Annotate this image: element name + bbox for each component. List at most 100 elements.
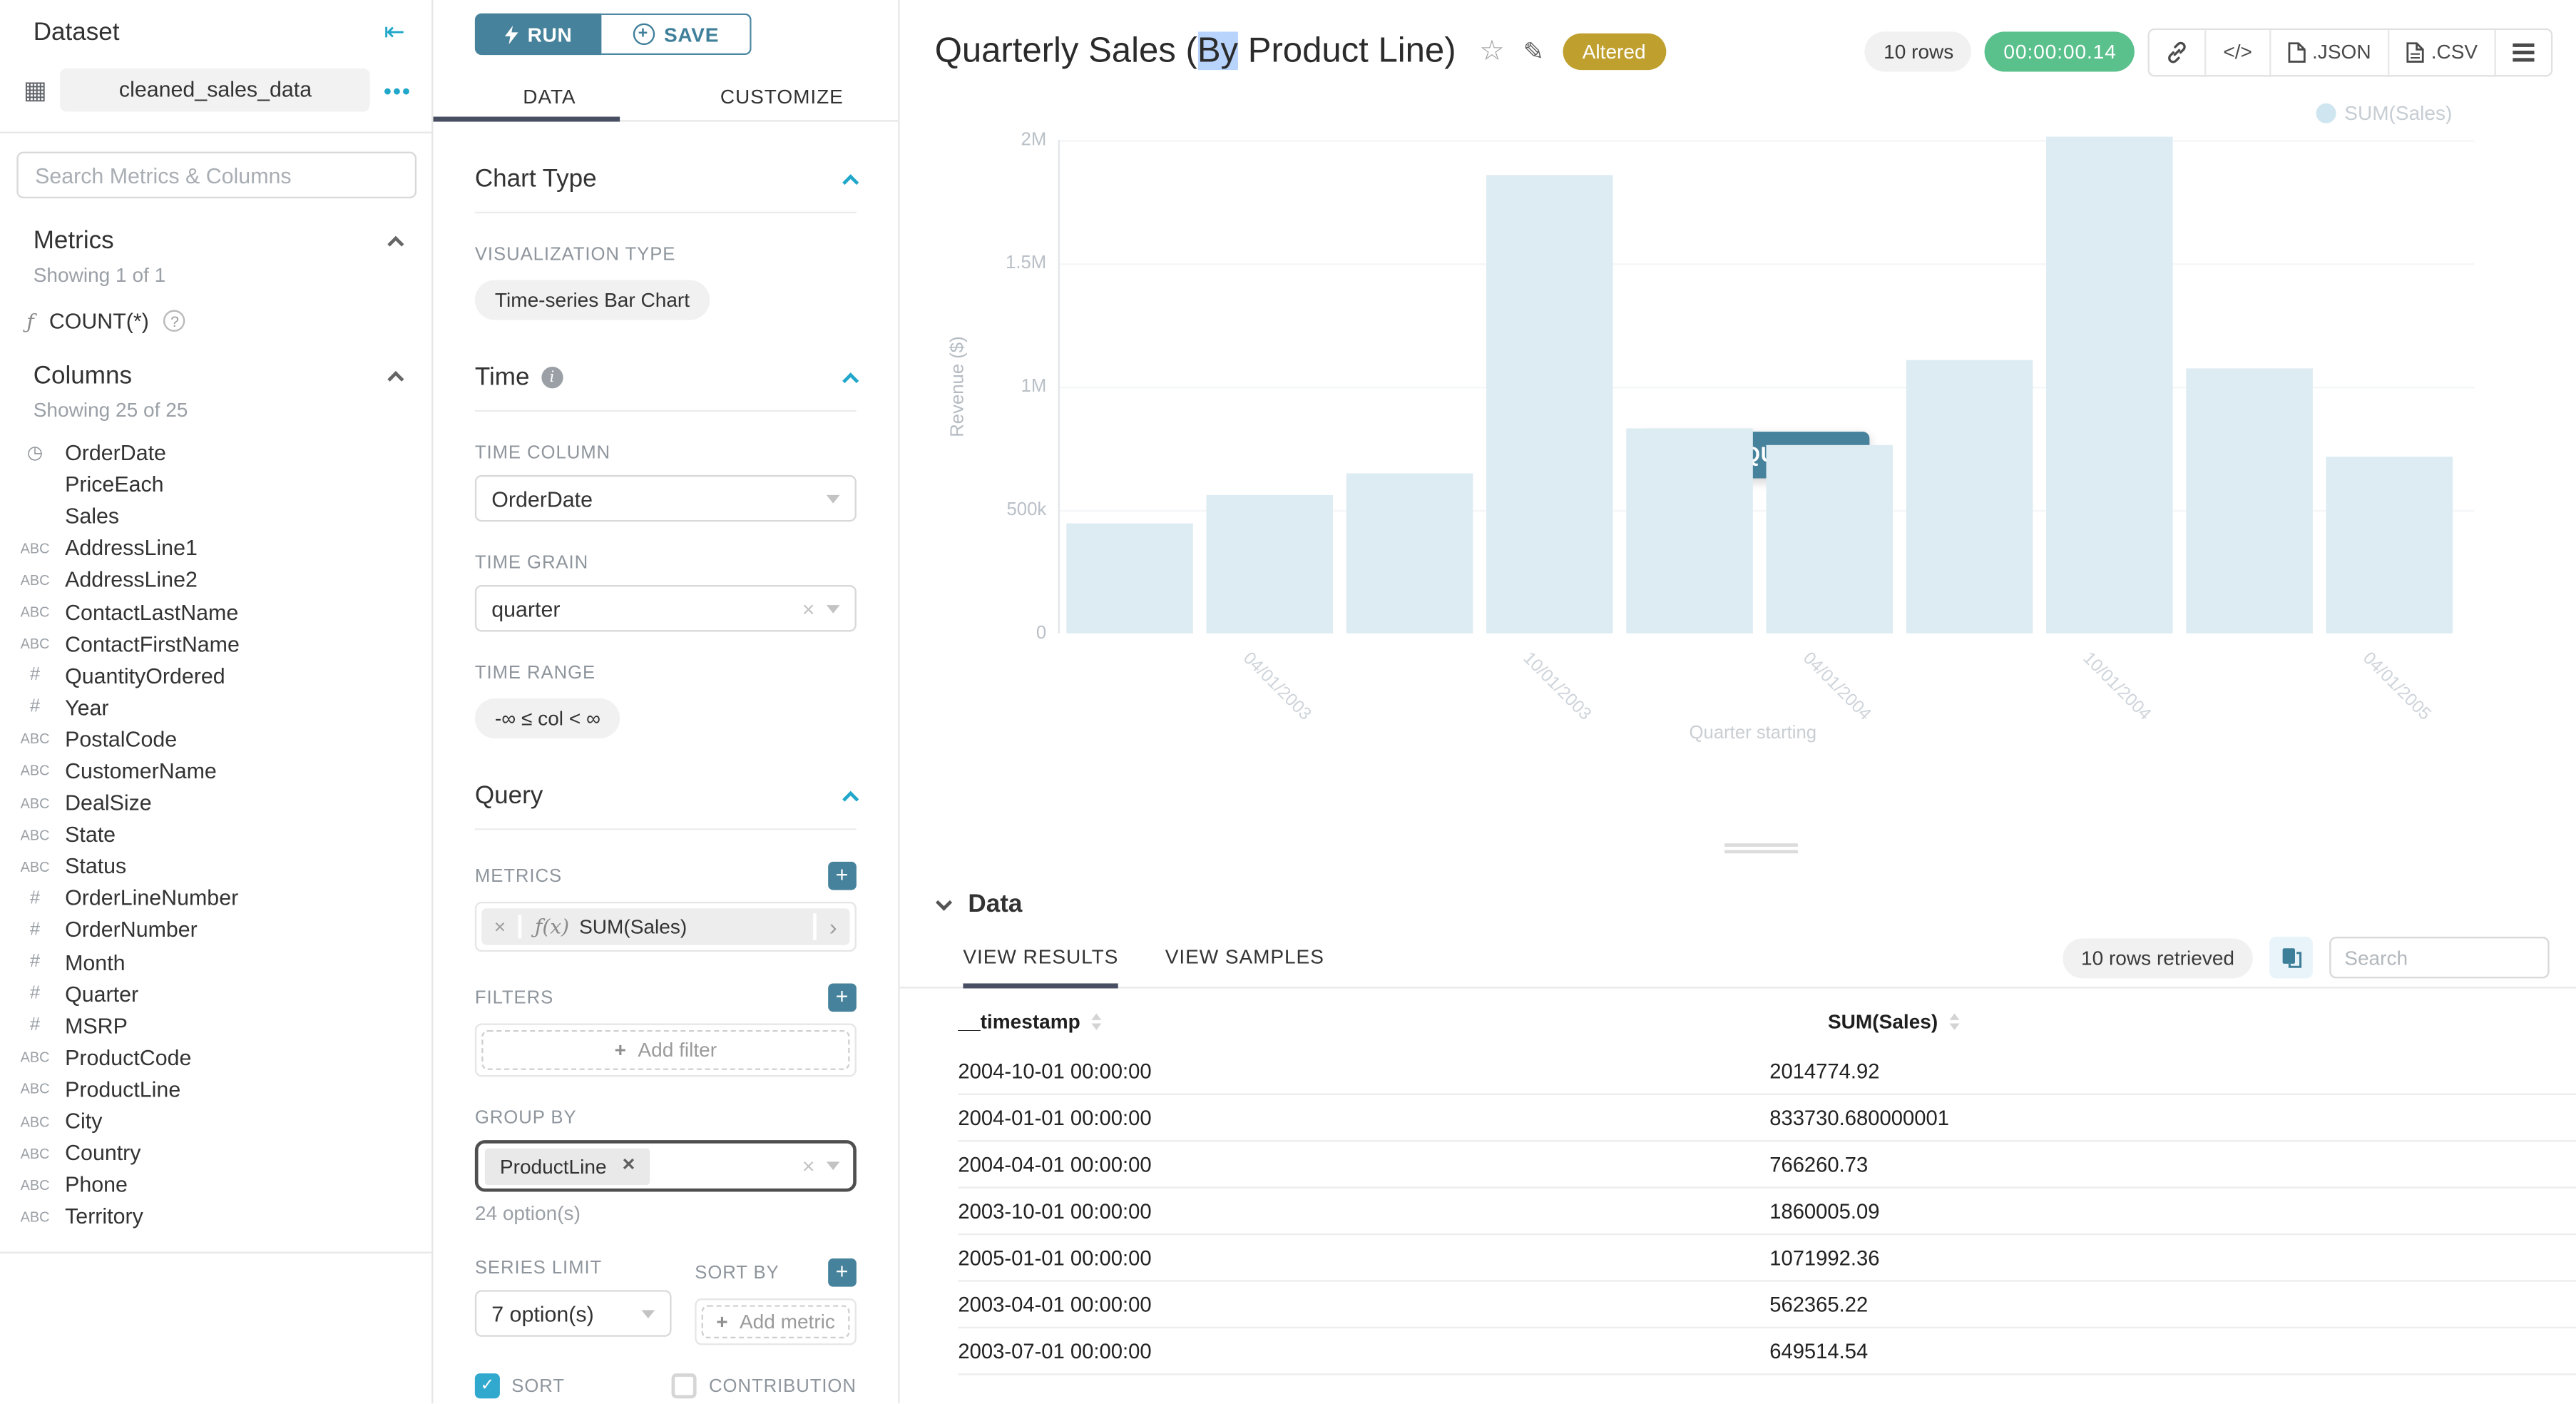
tab-view-results[interactable]: VIEW RESULTS bbox=[963, 945, 1119, 989]
run-button[interactable]: RUN bbox=[474, 13, 602, 56]
column-header-timestamp[interactable]: __timestamp bbox=[958, 1009, 1080, 1034]
column-item[interactable]: # OrderLineNumber bbox=[0, 882, 431, 915]
chevron-right-icon[interactable]: › bbox=[813, 913, 849, 940]
column-item[interactable]: # MSRP bbox=[0, 1009, 431, 1042]
group-by-label: GROUP BY bbox=[474, 1108, 577, 1129]
sort-icon[interactable] bbox=[1092, 1013, 1103, 1030]
chevron-up-icon[interactable] bbox=[387, 235, 404, 253]
link-icon bbox=[2168, 41, 2187, 63]
chevron-up-icon[interactable] bbox=[842, 174, 859, 191]
gridline bbox=[1059, 140, 2475, 142]
add-sort-metric-button[interactable]: + bbox=[828, 1258, 857, 1287]
dataset-panel-title: Dataset bbox=[33, 17, 120, 46]
column-item[interactable]: # Month bbox=[0, 946, 431, 978]
copy-data-button[interactable] bbox=[2269, 937, 2313, 979]
num-type-icon: # bbox=[29, 1015, 41, 1036]
bar bbox=[1206, 494, 1334, 634]
group-by-select[interactable]: ProductLine ✕ × bbox=[474, 1140, 857, 1192]
viz-type-label: VISUALIZATION TYPE bbox=[474, 245, 676, 265]
add-metric-button[interactable]: + bbox=[828, 861, 857, 890]
column-item[interactable]: ABC City bbox=[0, 1105, 431, 1137]
copy-link-button[interactable] bbox=[2150, 29, 2207, 74]
chevron-down-icon[interactable] bbox=[935, 894, 953, 911]
table-search-input[interactable] bbox=[2329, 937, 2550, 979]
tab-view-samples[interactable]: VIEW SAMPLES bbox=[1165, 945, 1324, 969]
collapse-panel-icon[interactable]: ⇤ bbox=[384, 18, 405, 47]
column-item[interactable]: ABC CustomerName bbox=[0, 755, 431, 787]
panel-resize-handle[interactable] bbox=[1724, 843, 1798, 857]
time-column-select[interactable]: OrderDate × bbox=[474, 474, 857, 522]
column-item[interactable]: Sales bbox=[0, 500, 431, 532]
chevron-up-icon[interactable] bbox=[387, 370, 404, 388]
contribution-label: CONTRIBUTION bbox=[709, 1376, 857, 1397]
column-item[interactable]: PriceEach bbox=[0, 469, 431, 501]
group-by-tag[interactable]: ProductLine ✕ bbox=[484, 1147, 651, 1184]
column-item[interactable]: ABC Territory bbox=[0, 1201, 431, 1233]
column-item[interactable]: ABC ProductCode bbox=[0, 1042, 431, 1074]
abc-type-icon: ABC bbox=[20, 635, 50, 652]
add-filter-dropzone[interactable]: + Add filter bbox=[481, 1029, 850, 1070]
add-filter-button[interactable]: + bbox=[828, 983, 857, 1012]
column-item[interactable]: # Quarter bbox=[0, 977, 431, 1009]
bar bbox=[2326, 456, 2453, 634]
dataset-options-icon[interactable]: ••• bbox=[384, 77, 412, 103]
time-range-label: TIME RANGE bbox=[474, 663, 596, 683]
column-item[interactable]: ABC State bbox=[0, 818, 431, 850]
chevron-up-icon[interactable] bbox=[842, 790, 859, 808]
metric-pill[interactable]: × ƒ(x) SUM(Sales) › bbox=[481, 908, 850, 945]
bar bbox=[1906, 359, 2033, 634]
columns-count: Showing 25 of 25 bbox=[33, 398, 188, 422]
add-sort-metric-dropzone[interactable]: + Add metric bbox=[701, 1305, 850, 1339]
column-item[interactable]: ABC ContactLastName bbox=[0, 596, 431, 628]
num-type-icon: # bbox=[29, 887, 41, 908]
export-csv-button[interactable]: .CSV bbox=[2389, 29, 2496, 74]
y-tick-label: 0 bbox=[1036, 623, 1047, 644]
column-name: Sales bbox=[65, 504, 120, 529]
column-item[interactable]: # QuantityOrdered bbox=[0, 659, 431, 691]
series-limit-select[interactable]: 7 option(s) bbox=[474, 1290, 672, 1337]
chart-title[interactable]: Quarterly Sales (By Product Line) bbox=[934, 31, 1456, 71]
column-item[interactable]: ABC PostalCode bbox=[0, 723, 431, 756]
remove-tag-icon[interactable]: ✕ bbox=[621, 1156, 636, 1176]
column-item[interactable]: ABC Status bbox=[0, 850, 431, 882]
column-item[interactable]: ABC Phone bbox=[0, 1169, 431, 1201]
edit-title-icon[interactable]: ✎ bbox=[1523, 38, 1544, 67]
clear-icon[interactable]: × bbox=[802, 596, 815, 621]
sort-icon[interactable] bbox=[1949, 1013, 1960, 1030]
column-header-sum-sales[interactable]: SUM(Sales) bbox=[1827, 1009, 1938, 1034]
metric-item[interactable]: ƒ COUNT(*) ? bbox=[26, 308, 431, 333]
abc-type-icon: ABC bbox=[20, 1144, 50, 1161]
sort-descending-checkbox[interactable]: ✓ bbox=[474, 1373, 500, 1399]
remove-metric-icon[interactable]: × bbox=[481, 915, 522, 939]
embed-code-button[interactable]: </> bbox=[2207, 29, 2271, 74]
abc-type-icon: ABC bbox=[20, 1080, 50, 1098]
favorite-star-icon[interactable]: ☆ bbox=[1479, 35, 1505, 67]
export-json-button[interactable]: .JSON bbox=[2271, 29, 2390, 74]
column-item[interactable]: ABC ContactFirstName bbox=[0, 628, 431, 660]
search-metrics-input[interactable] bbox=[16, 151, 417, 199]
menu-button[interactable] bbox=[2496, 29, 2551, 74]
tab-customize[interactable]: CUSTOMIZE bbox=[720, 85, 844, 108]
column-name: QuantityOrdered bbox=[65, 663, 225, 688]
bar bbox=[2186, 369, 2313, 634]
clear-icon[interactable]: × bbox=[802, 1153, 815, 1179]
column-item[interactable]: ◷ OrderDate bbox=[0, 437, 431, 469]
dataset-name[interactable]: cleaned_sales_data bbox=[60, 68, 371, 112]
chevron-up-icon[interactable] bbox=[842, 372, 859, 390]
column-item[interactable]: ABC ProductLine bbox=[0, 1073, 431, 1105]
contribution-checkbox[interactable] bbox=[672, 1373, 697, 1399]
tab-data[interactable]: DATA bbox=[523, 85, 576, 108]
viz-type-value[interactable]: Time-series Bar Chart bbox=[474, 280, 710, 320]
column-item[interactable]: ABC DealSize bbox=[0, 787, 431, 819]
x-tick-label: 10/01/2003 bbox=[1518, 648, 1595, 725]
save-button[interactable]: + SAVE bbox=[601, 13, 752, 56]
chevron-down-icon bbox=[826, 1161, 840, 1171]
time-range-value[interactable]: -∞ ≤ col < ∞ bbox=[474, 698, 620, 739]
column-item[interactable]: ABC Country bbox=[0, 1137, 431, 1169]
column-item[interactable]: # Year bbox=[0, 691, 431, 723]
column-item[interactable]: ABC AddressLine1 bbox=[0, 532, 431, 564]
column-item[interactable]: ABC AddressLine2 bbox=[0, 564, 431, 596]
time-grain-select[interactable]: quarter × bbox=[474, 585, 857, 632]
column-item[interactable]: # OrderNumber bbox=[0, 914, 431, 946]
chart-legend[interactable]: SUM(Sales) bbox=[2316, 102, 2452, 125]
